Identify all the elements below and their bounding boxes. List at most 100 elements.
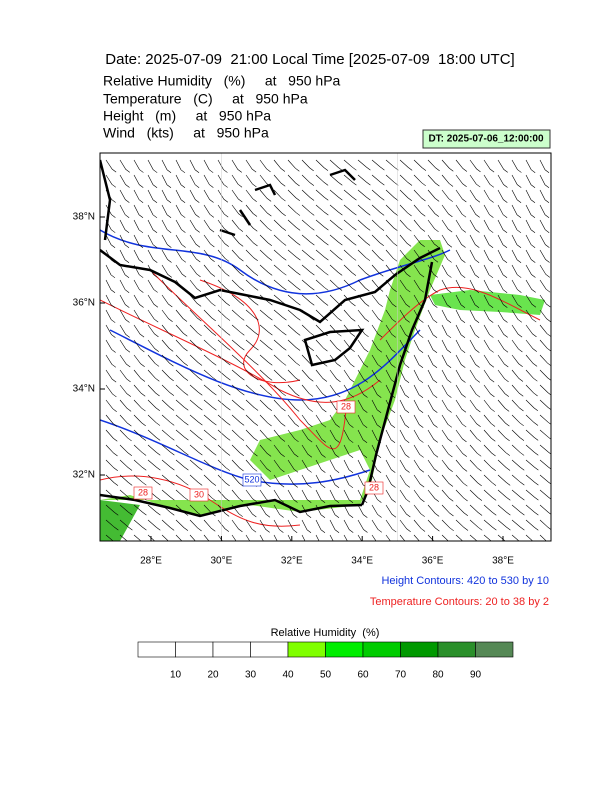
wind-barb <box>259 399 273 411</box>
wind-barb <box>259 324 273 336</box>
colorbar-box <box>437 641 476 658</box>
wind-barb <box>525 384 538 397</box>
wind-barb <box>469 429 482 442</box>
wind-barb <box>483 369 495 383</box>
wind-barb <box>357 309 370 322</box>
wind-barb <box>245 504 257 518</box>
wind-barb <box>133 504 147 516</box>
wind-barb <box>175 429 189 441</box>
wind-barb <box>119 189 130 203</box>
wind-barb <box>511 309 523 323</box>
wind-barb <box>441 234 453 248</box>
wind-barb <box>189 384 203 396</box>
contour-label-box <box>133 486 153 500</box>
wind-barb <box>483 504 497 516</box>
wind-barb <box>371 504 382 518</box>
wind-barb <box>161 384 175 396</box>
wind-barb <box>539 174 550 189</box>
lon-label: 28°E <box>140 556 162 567</box>
wind-barb <box>133 339 145 353</box>
wind-barb <box>427 234 439 248</box>
wind-barb <box>259 189 272 202</box>
wind-barb <box>119 534 128 541</box>
wind-barb <box>413 534 420 541</box>
wind-barb <box>357 159 371 171</box>
wind-barb <box>217 519 230 532</box>
wind-barb <box>427 204 440 217</box>
wind-barb <box>119 459 133 471</box>
wind-barb <box>427 534 435 541</box>
wind-barb <box>357 234 371 246</box>
wind-barb <box>469 384 481 398</box>
wind-barb <box>259 264 273 276</box>
wind-barb <box>371 369 382 383</box>
wind-barb <box>231 519 243 533</box>
wind-barb <box>427 309 438 323</box>
wind-barb <box>399 489 411 503</box>
wind-barb <box>497 294 508 308</box>
wind-barb <box>455 174 467 188</box>
wind-barb <box>469 294 480 309</box>
wind-barb <box>511 339 523 353</box>
wind-barb <box>469 309 480 324</box>
colorbar-box <box>287 641 326 658</box>
wind-barb <box>161 474 175 486</box>
wind-barb <box>245 519 257 533</box>
wind-barb <box>203 279 216 292</box>
wind-barb <box>133 474 147 486</box>
wind-barb <box>189 339 203 351</box>
colorbar-label: 40 <box>282 670 294 681</box>
wind-barb <box>203 444 217 456</box>
wind-barb <box>357 369 368 383</box>
wind-barb <box>469 399 481 413</box>
wind-barb <box>511 189 522 203</box>
wind-barb <box>399 429 410 443</box>
wind-barb <box>273 399 286 412</box>
wind-barb <box>483 444 496 457</box>
wind-barb <box>119 339 131 353</box>
wind-barb <box>147 504 161 516</box>
wind-barb <box>455 444 467 457</box>
wind-barb <box>441 489 454 502</box>
wind-barb <box>511 489 525 501</box>
wind-barb <box>525 354 538 367</box>
wind-barb <box>203 519 216 532</box>
wind-barb <box>175 294 187 307</box>
wind-barb <box>455 189 467 203</box>
wind-barb <box>175 459 189 471</box>
wind-barb <box>539 309 551 323</box>
wind-barb <box>217 189 229 203</box>
wind-barb <box>413 174 426 187</box>
wind-barb <box>203 294 216 307</box>
wind-barb <box>259 234 273 246</box>
wind-barb <box>315 174 329 186</box>
wind-barb <box>539 354 551 367</box>
wind-barb <box>399 399 410 414</box>
wind-barb <box>469 234 480 248</box>
wind-barb <box>483 459 496 472</box>
wind-barb <box>231 459 244 472</box>
colorbar-label: 80 <box>432 670 444 681</box>
wind-barb <box>511 159 522 173</box>
wind-barb <box>469 279 480 294</box>
wind-barb <box>399 309 410 323</box>
wind-barb <box>259 384 273 396</box>
wind-barb <box>273 519 284 533</box>
wind-barb <box>427 414 438 428</box>
wind-barb <box>497 444 511 456</box>
wind-barb <box>217 504 230 517</box>
wind-barb <box>203 384 217 396</box>
wind-barb <box>413 219 426 232</box>
wind-barb <box>483 474 497 486</box>
wind-barb <box>147 474 161 486</box>
wind-barb <box>175 354 188 367</box>
wind-barb <box>525 534 534 541</box>
wind-barb <box>105 294 116 308</box>
wind-barb <box>469 519 483 531</box>
wind-barb <box>525 204 536 219</box>
wind-barb <box>189 234 201 248</box>
wind-barb <box>343 249 357 261</box>
wind-barb <box>315 369 328 382</box>
wind-barb <box>245 189 257 202</box>
wind-barb <box>539 534 547 541</box>
